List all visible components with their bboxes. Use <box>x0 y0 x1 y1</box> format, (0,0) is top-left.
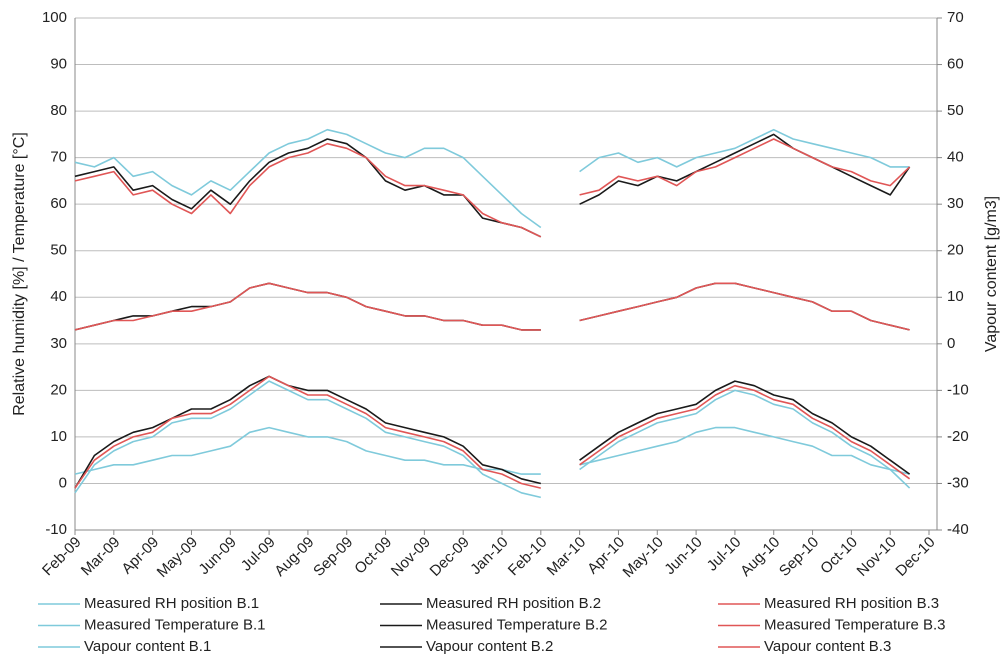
x-tick-label: Mar-09 <box>78 534 124 580</box>
x-tick-label: Sep-10 <box>776 534 822 580</box>
y2-tick-label: 20 <box>947 242 964 259</box>
y-tick-label: 60 <box>50 195 67 212</box>
x-tick-label: Nov-09 <box>388 534 434 580</box>
y2-tick-label: 70 <box>947 9 964 26</box>
legend-label: Measured Temperature B.2 <box>426 616 608 633</box>
y-tick-label: 0 <box>59 474 67 491</box>
y2-tick-label: 0 <box>947 335 955 352</box>
y2-tick-label: 50 <box>947 102 964 119</box>
legend-label: Measured RH position B.1 <box>84 595 259 612</box>
y-tick-label: 20 <box>50 381 67 398</box>
y2-tick-label: 10 <box>947 288 964 305</box>
x-tick-label: Feb-10 <box>505 534 551 580</box>
x-tick-label: Aug-10 <box>737 534 783 580</box>
series-line <box>74 282 910 331</box>
legend-label: Vapour content B.2 <box>426 638 553 655</box>
series-line <box>74 380 911 499</box>
y2-tick-label: 40 <box>947 149 964 166</box>
y-tick-label: 90 <box>50 56 67 73</box>
legend-label: Measured Temperature B.3 <box>764 616 946 633</box>
x-tick-label: Sep-09 <box>310 534 356 580</box>
series-line <box>74 426 910 475</box>
legend-label: Measured RH position B.3 <box>764 595 939 612</box>
y-tick-label: 100 <box>42 9 67 26</box>
legend-label: Vapour content B.1 <box>84 638 211 655</box>
x-tick-label: May-10 <box>620 534 667 581</box>
series-line <box>74 128 910 229</box>
x-tick-label: Dec-10 <box>892 534 938 580</box>
x-tick-label: Oct-09 <box>351 534 395 578</box>
x-tick-label: Jan-10 <box>467 534 511 578</box>
x-tick-label: Mar-10 <box>544 534 590 580</box>
series-line <box>74 375 911 489</box>
y2-tick-label: -40 <box>947 521 969 538</box>
legend-label: Measured Temperature B.1 <box>84 616 266 633</box>
y-tick-label: 10 <box>50 428 67 445</box>
x-tick-label: May-09 <box>154 534 201 581</box>
series-line <box>74 375 911 489</box>
x-tick-label: Dec-09 <box>427 534 473 580</box>
y2-tick-label: 60 <box>947 56 964 73</box>
x-tick-label: Aug-09 <box>271 534 317 580</box>
y2-tick-label: -20 <box>947 428 969 445</box>
x-tick-label: Oct-10 <box>817 534 861 578</box>
y-tick-label: 30 <box>50 335 67 352</box>
y2-tick-label: -30 <box>947 474 969 491</box>
y2-tick-label: 30 <box>947 195 964 212</box>
series-line <box>74 282 910 331</box>
legend-label: Measured RH position B.2 <box>426 595 601 612</box>
y-tick-label: 40 <box>50 288 67 305</box>
y-tick-label: 80 <box>50 102 67 119</box>
y-axis-title: Relative humidity [%] / Temperature [°C] <box>11 132 28 416</box>
x-tick-label: Jun-10 <box>661 534 705 578</box>
x-tick-label: Feb-09 <box>39 534 85 580</box>
y2-axis-title: Vapour content [g/m3] <box>983 196 1000 352</box>
x-tick-label: Jun-09 <box>195 534 239 578</box>
series-line <box>74 138 911 238</box>
legend-label: Vapour content B.3 <box>764 638 891 655</box>
x-tick-label: Nov-10 <box>854 534 900 580</box>
y-tick-label: 50 <box>50 242 67 259</box>
y-tick-label: -10 <box>45 521 67 538</box>
y2-tick-label: -10 <box>947 381 969 398</box>
y-tick-label: 70 <box>50 149 67 166</box>
